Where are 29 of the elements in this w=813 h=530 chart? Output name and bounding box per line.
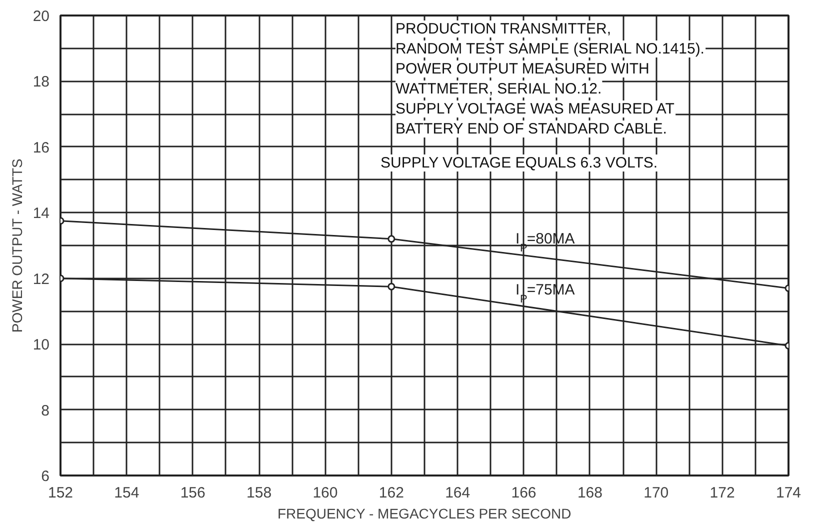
y-tick-label: 14 <box>32 205 50 222</box>
annotation: BATTERY END OF STANDARD CABLE. <box>396 120 667 138</box>
y-tick-label: 6 <box>41 468 50 485</box>
y-tick-label: 16 <box>32 139 50 156</box>
x-tick-label: 164 <box>445 484 470 502</box>
x-tick-label: 162 <box>378 484 404 502</box>
annotation: PRODUCTION TRANSMITTER, <box>396 20 612 38</box>
y-tick-label: 18 <box>32 74 50 91</box>
annotation: POWER OUTPUT MEASURED WITH <box>396 60 650 78</box>
annotation: WATTMETER, SERIAL NO.12. <box>396 80 602 98</box>
x-tick-label: 166 <box>511 484 536 502</box>
x-tick-label: 168 <box>577 484 602 502</box>
y-tick-label: 10 <box>32 336 50 354</box>
x-tick-label: 158 <box>246 484 272 502</box>
y-tick-label: 8 <box>41 402 50 420</box>
x-tick-label: 170 <box>644 484 669 502</box>
x-tick-label: 160 <box>312 484 338 502</box>
x-tick-label: 152 <box>48 484 74 502</box>
annotation: SUPPLY VOLTAGE WAS MEASURED AT <box>396 100 674 118</box>
y-axis-title: POWER OUTPUT - WATTS <box>8 158 25 333</box>
x-tick-label: 154 <box>114 484 140 502</box>
y-tick-label: 12 <box>32 270 50 288</box>
annotation: SUPPLY VOLTAGE EQUALS 6.3 VOLTS. <box>380 154 658 172</box>
x-tick-label: 172 <box>710 484 735 502</box>
x-tick-label: 174 <box>776 484 802 502</box>
y-tick-label: 20 <box>32 8 50 25</box>
x-tick-label: 156 <box>180 484 206 502</box>
annotation: RANDOM TEST SAMPLE (SERIAL NO.1415). <box>396 40 704 58</box>
x-axis-title: FREQUENCY - MEGACYCLES PER SECOND <box>277 506 572 522</box>
